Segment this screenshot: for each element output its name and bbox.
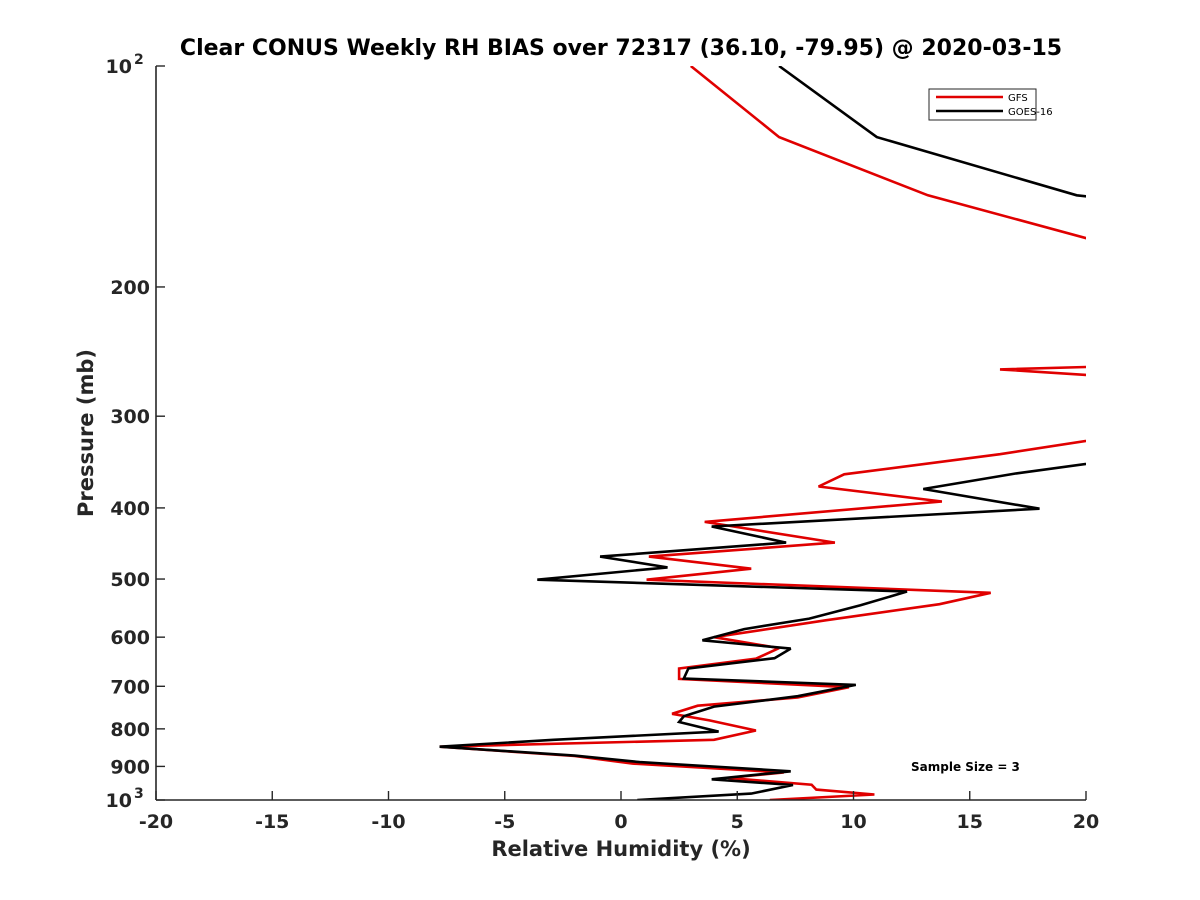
x-tick-label: 10 [840,811,866,833]
y-tick-label: 10 [106,56,132,78]
y-tick-label: 900 [110,756,150,778]
y-tick-label: 10 [106,790,132,812]
y-tick-label-base: 700 [110,676,150,698]
y-axis-label: Pressure (mb) [74,349,98,517]
y-tick-label: 300 [110,406,150,428]
legend-box [928,88,1037,121]
y-tick-label-base: 500 [110,569,150,591]
y-tick-label: 500 [110,569,150,591]
x-tick-label: 0 [614,811,627,833]
x-tick-label: -20 [139,811,173,833]
y-tick-label-base: 800 [110,719,150,741]
y-tick-label: 200 [110,277,150,299]
y-tick-label-base: 10 [106,56,132,78]
y-tick-label-base: 200 [110,277,150,299]
y-tick-label-base: 400 [110,498,150,520]
legend: GFS GOES-16 [928,88,1053,121]
y-tick-exponent: 3 [134,786,144,802]
sample-size-annotation: Sample Size = 3 [911,760,1020,774]
x-tick-label: 5 [731,811,744,833]
legend-label-gfs: GFS [1008,93,1028,104]
y-tick-label: 800 [110,719,150,741]
chart-title: Clear CONUS Weekly RH BIAS over 72317 (3… [180,36,1062,61]
x-tick-label: 15 [957,811,983,833]
y-tick-label-base: 10 [106,790,132,812]
x-tick-label: -10 [371,811,405,833]
x-tick-label: 20 [1073,811,1099,833]
y-tick-label-base: 600 [110,627,150,649]
y-tick-label: 700 [110,676,150,698]
y-tick-label-base: 300 [110,406,150,428]
series-layer [439,66,1086,800]
y-tick-label: 600 [110,627,150,649]
legend-label-goes16: GOES-16 [1008,107,1053,118]
axes-frame [155,66,1086,801]
x-ticks: -20 -15 -10 -5 0 5 10 15 20 [139,791,1099,833]
series-line-gfs [439,66,1086,800]
x-tick-label: -5 [494,811,515,833]
x-axis-label: Relative Humidity (%) [491,837,750,861]
y-tick-label-base: 900 [110,756,150,778]
y-tick-exponent: 2 [134,52,144,68]
x-tick-label: -15 [255,811,289,833]
series-line-goes-16 [439,66,1086,800]
y-tick-label: 400 [110,498,150,520]
